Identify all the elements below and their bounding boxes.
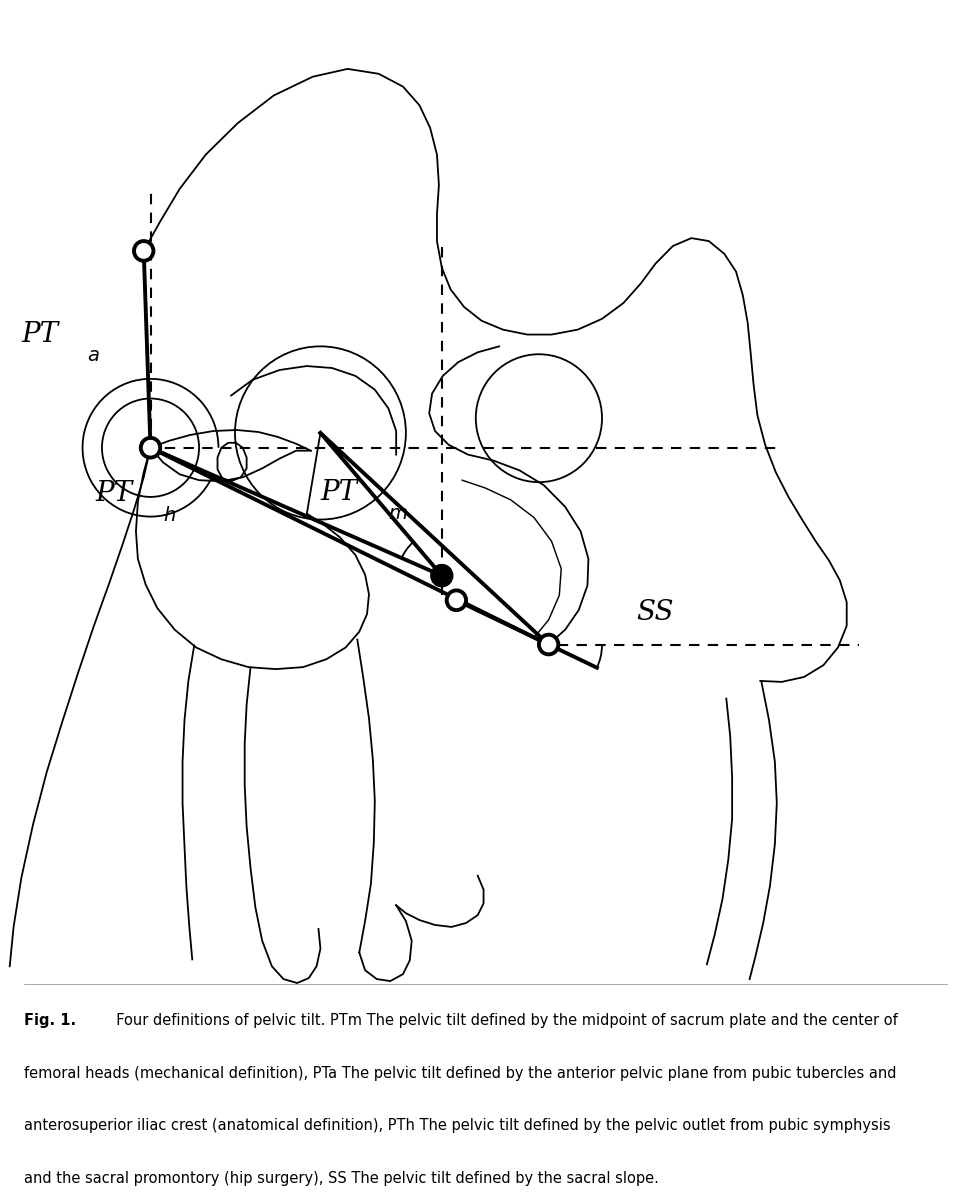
Circle shape (432, 566, 452, 586)
Circle shape (134, 241, 153, 260)
Text: Fig. 1.: Fig. 1. (24, 1013, 77, 1027)
Text: $h$: $h$ (163, 506, 176, 526)
Text: SS: SS (636, 599, 674, 625)
Circle shape (141, 438, 160, 457)
Text: $m$: $m$ (388, 505, 408, 523)
Text: PT: PT (95, 480, 132, 508)
Text: Four definitions of pelvic tilt. PTm The pelvic tilt defined by the midpoint of : Four definitions of pelvic tilt. PTm The… (107, 1013, 897, 1027)
Text: $a$: $a$ (87, 347, 100, 365)
Circle shape (539, 635, 558, 654)
Text: and the sacral promontory (hip surgery), SS The pelvic tilt defined by the sacra: and the sacral promontory (hip surgery),… (24, 1171, 659, 1186)
Text: femoral heads (mechanical definition), PTa The pelvic tilt defined by the anteri: femoral heads (mechanical definition), P… (24, 1066, 897, 1080)
Text: anterosuperior iliac crest (anatomical definition), PTh The pelvic tilt defined : anterosuperior iliac crest (anatomical d… (24, 1118, 891, 1133)
Text: PT: PT (320, 479, 357, 505)
Circle shape (447, 590, 466, 610)
Text: PT: PT (21, 322, 58, 348)
